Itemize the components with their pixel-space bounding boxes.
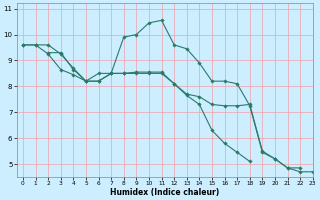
X-axis label: Humidex (Indice chaleur): Humidex (Indice chaleur) <box>110 188 219 197</box>
